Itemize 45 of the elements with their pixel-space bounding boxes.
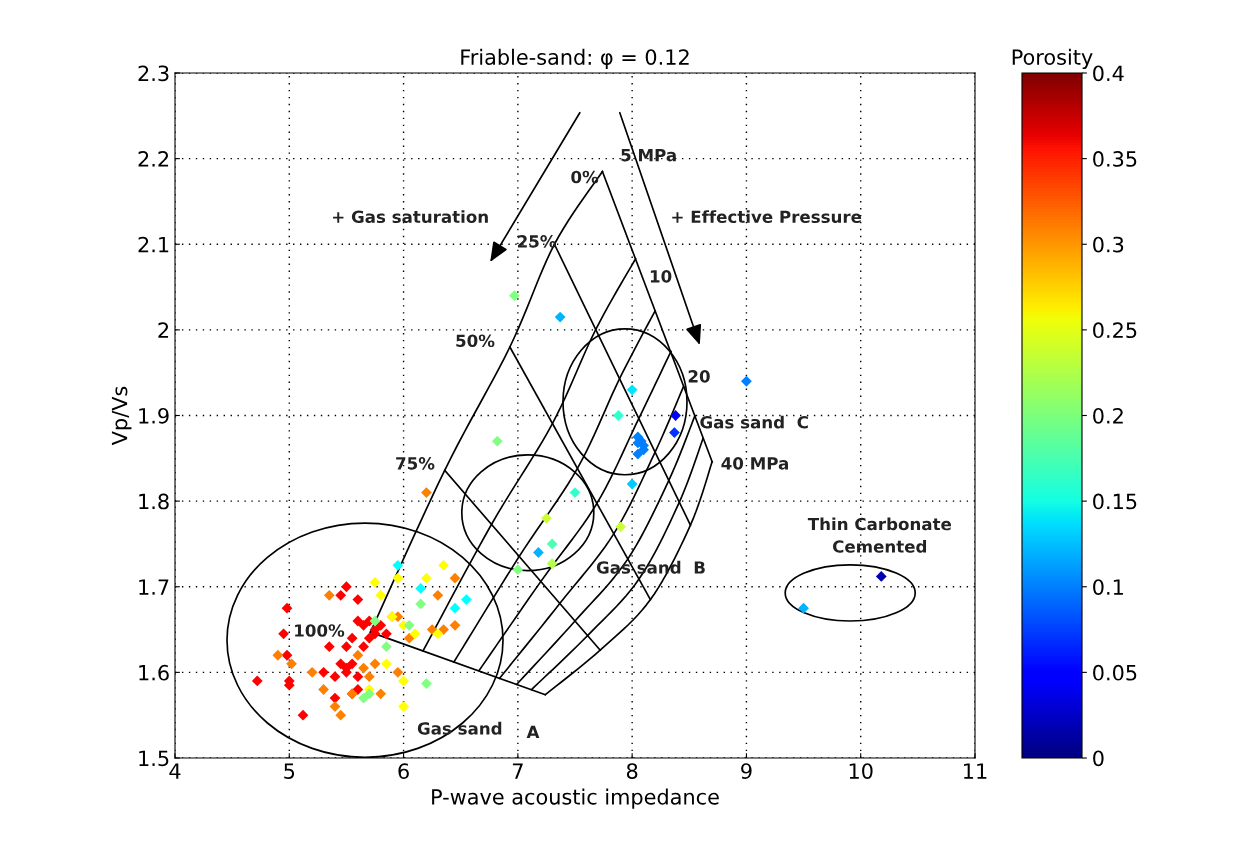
color-bar-label: 0.1 — [1093, 579, 1123, 595]
y-tick-label: 1.6 — [139, 664, 169, 681]
y-tick-label: 1.5 — [139, 750, 169, 767]
color-bar-label: 0.3 — [1093, 236, 1124, 253]
x-tick-label: 6 — [398, 763, 409, 779]
color-bar-label: 0.4 — [1093, 65, 1124, 82]
x-tick-label: 9 — [741, 763, 752, 779]
annotation: 0% — [571, 170, 599, 184]
x-tick-label: 7 — [512, 763, 523, 779]
x-tick-label: 4 — [169, 763, 181, 779]
annotation: 50% — [456, 334, 495, 348]
color-bar-label: 0.05 — [1093, 664, 1137, 681]
chart-title: Friable-sand: φ = 0.12 — [461, 48, 689, 69]
annotation: + Gas saturation — [333, 210, 488, 224]
x-axis-title: P-wave acoustic impedance — [432, 788, 719, 809]
color-bar-label: 0.2 — [1093, 407, 1123, 424]
y-tick-label: 2 — [158, 322, 169, 338]
annotation: Thin Carbonate Cemented — [807, 517, 952, 553]
y-tick-label: 1.7 — [139, 579, 169, 595]
color-bar-label: 0.15 — [1093, 493, 1137, 510]
y-tick-label: 2.3 — [138, 65, 169, 82]
annotation: + Effective Pressure — [672, 210, 862, 224]
y-tick-label: 2.2 — [138, 151, 169, 167]
x-tick-label: 10 — [849, 763, 873, 779]
annotation: Gas sand — [417, 721, 502, 735]
color-bar-label: 0 — [1093, 750, 1104, 767]
annotation: 5 MPa — [621, 149, 676, 162]
annotation: 25% — [517, 235, 557, 248]
x-tick-label: 11 — [964, 763, 987, 779]
y-tick-label: 1.8 — [139, 493, 169, 510]
color-bar-title: Porosity — [1012, 48, 1093, 69]
color-bar-label: 0.35 — [1093, 151, 1137, 167]
annotation: Gas sand C — [700, 415, 808, 429]
x-tick-label: 8 — [626, 763, 638, 779]
annotation: 75% — [396, 457, 435, 470]
annotation: 10 — [650, 270, 672, 283]
y-axis-title: Vp/Vs — [111, 386, 132, 446]
annotation: 20 — [688, 370, 710, 383]
y-tick-label: 1.9 — [139, 407, 169, 424]
annotation: 100% — [295, 624, 345, 637]
y-tick-label: 2.1 — [138, 236, 169, 253]
x-tick-label: 5 — [284, 763, 295, 779]
annotation: 40 MPa — [721, 457, 788, 470]
annotation: A — [526, 725, 540, 738]
color-bar-label: 0.25 — [1093, 322, 1137, 339]
